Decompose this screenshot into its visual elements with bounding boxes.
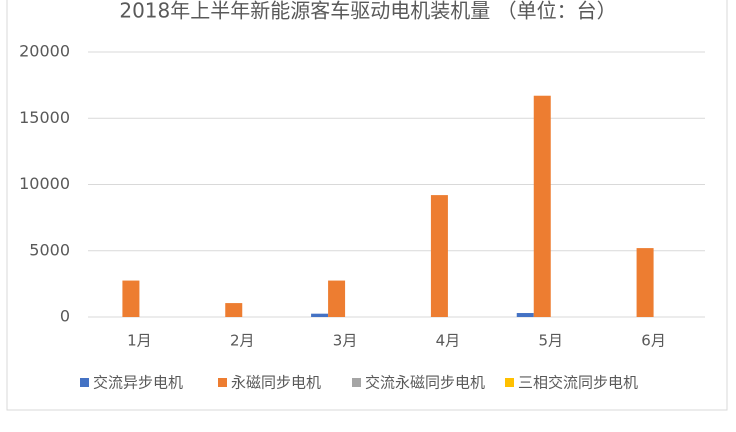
y-tick-label: 10000 xyxy=(19,174,70,193)
bar xyxy=(225,303,243,317)
y-tick-label: 5000 xyxy=(29,240,70,259)
chart-title: 2018年上半年新能源客车驱动电机装机量 （单位：台） xyxy=(119,0,616,23)
y-tick-label: 0 xyxy=(60,307,70,326)
bar xyxy=(122,280,140,317)
y-tick-label: 20000 xyxy=(19,42,70,61)
legend-swatch xyxy=(80,378,89,387)
legend-label: 交流异步电机 xyxy=(93,374,183,392)
legend-swatch xyxy=(352,378,361,387)
x-tick-label: 3月 xyxy=(333,332,358,350)
x-tick-label: 4月 xyxy=(436,332,461,350)
legend-label: 三相交流同步电机 xyxy=(518,374,638,392)
chart-frame xyxy=(6,0,728,411)
x-tick-label: 6月 xyxy=(641,332,666,350)
legend-swatch xyxy=(218,378,227,387)
x-tick-label: 1月 xyxy=(127,332,152,350)
x-tick-label: 2月 xyxy=(230,332,255,350)
bar xyxy=(636,248,654,317)
bar xyxy=(311,313,329,317)
bar xyxy=(533,95,551,317)
bar xyxy=(328,280,346,317)
bar xyxy=(430,195,448,317)
y-tick-label: 15000 xyxy=(19,108,70,127)
bar xyxy=(516,313,534,317)
x-tick-label: 5月 xyxy=(538,332,563,350)
legend-label: 交流永磁同步电机 xyxy=(365,374,485,392)
legend-swatch xyxy=(505,378,514,387)
legend-label: 永磁同步电机 xyxy=(231,374,321,392)
